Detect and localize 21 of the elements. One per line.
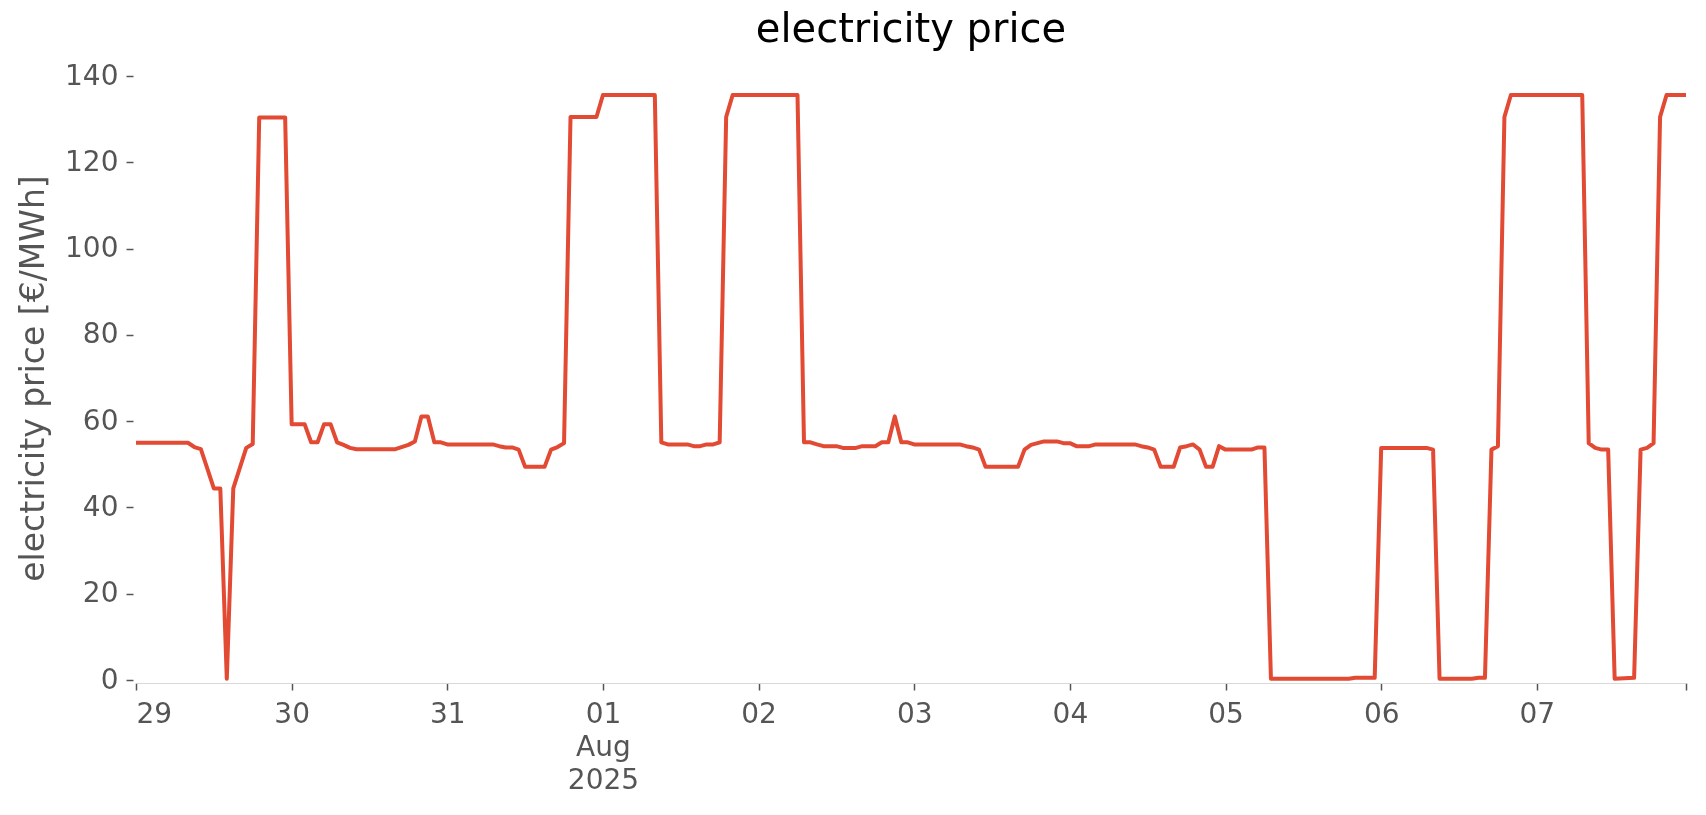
x-tick-label: 29 [136, 696, 173, 730]
x-tick-label: 05 [1208, 696, 1244, 730]
y-tick-label: 80 [82, 317, 119, 351]
chart-title: electricity price [755, 5, 1067, 51]
x-tick-label: 06 [1363, 696, 1400, 730]
y-tick-label: 60 [82, 403, 119, 437]
x-tick-label: 02 [741, 696, 777, 730]
x-tick-label: 31 [429, 696, 466, 730]
line-series [134, 92, 1688, 681]
y-tick-label: 140 [65, 58, 119, 92]
y-tick-label: 120 [65, 144, 119, 178]
y-tick-label: 40 [82, 489, 119, 523]
x-tick-label: 03 [896, 696, 933, 730]
x-tick-label: 07 [1519, 696, 1556, 730]
y-tick-label: 0 [100, 662, 119, 696]
y-axis-title: electricity price [€/MWh] [13, 175, 53, 582]
x-tick-label: 30 [274, 696, 310, 730]
y-tick-label: 20 [82, 576, 119, 610]
x-tick-label: 04 [1052, 696, 1089, 730]
x-tick-label: 01 Aug 2025 [567, 696, 640, 796]
y-tick-label: 100 [65, 231, 119, 265]
